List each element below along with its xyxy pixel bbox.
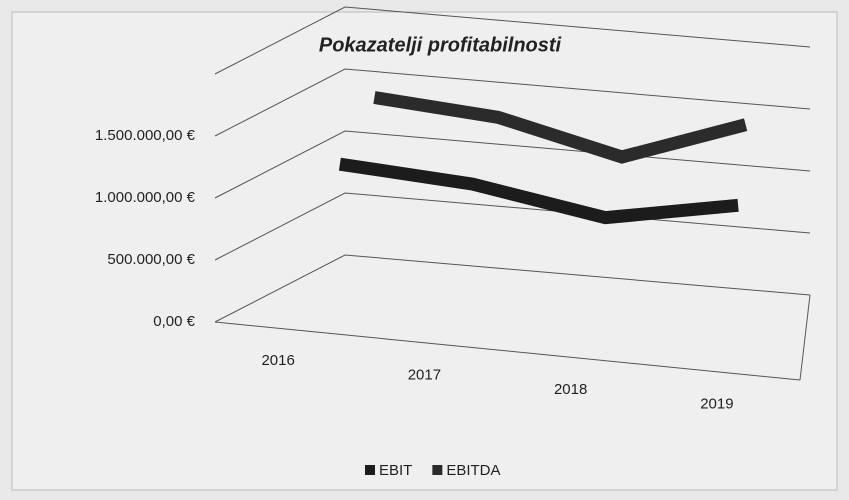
y-tick-label: 1.000.000,00 € — [95, 189, 196, 206]
y-tick-label: 1.500.000,00 € — [95, 127, 196, 144]
y-tick-label: 500.000,00 € — [107, 251, 195, 268]
grid-line — [214, 130, 811, 199]
legend-swatch — [365, 465, 375, 475]
x-tick-label: 2018 — [554, 381, 587, 398]
grid-line — [214, 254, 811, 323]
floor-right-edge — [799, 294, 811, 381]
chart-title: Pokazatelji profitabilnosti — [319, 34, 562, 56]
legend-label: EBITDA — [446, 462, 500, 479]
series-ribbon — [373, 91, 748, 164]
legend-swatch — [432, 465, 443, 475]
x-tick-label: 2019 — [700, 396, 733, 413]
x-tick-label: 2017 — [408, 367, 441, 384]
x-tick-label: 2016 — [261, 352, 294, 369]
series-ribbon — [338, 157, 739, 225]
frame-top — [214, 6, 811, 75]
grid-line — [214, 68, 811, 137]
floor-front-edge — [214, 321, 801, 381]
grid-line — [214, 192, 811, 261]
legend-label: EBIT — [379, 462, 412, 479]
y-tick-label: 0,00 € — [153, 313, 195, 330]
chart-area — [11, 11, 838, 491]
